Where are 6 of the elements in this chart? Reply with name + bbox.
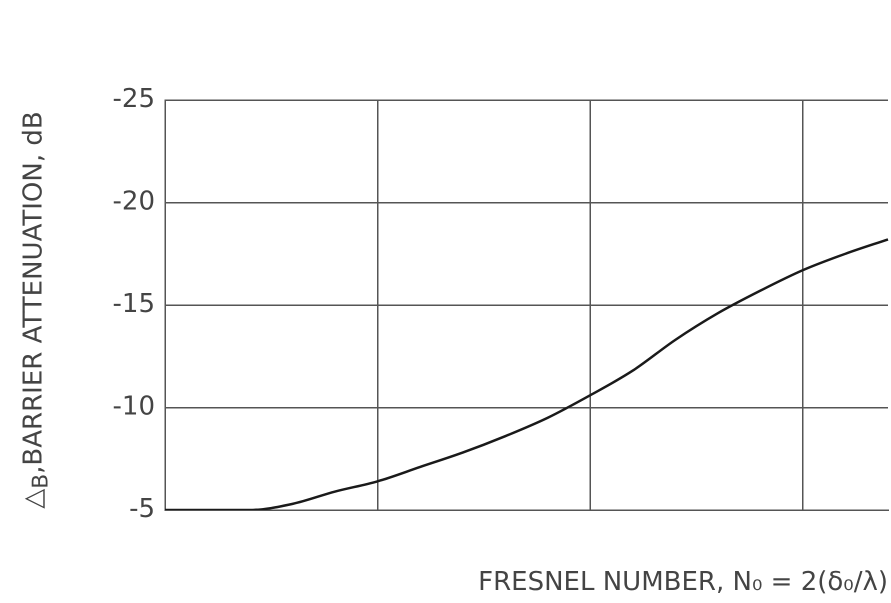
y-tick-label: -10: [112, 391, 155, 422]
y-tick-label: -5: [129, 494, 155, 524]
y-tick-label: -15: [112, 288, 155, 319]
y-tick-label: -25: [112, 84, 155, 114]
x-axis-title: FRESNEL NUMBER, N₀ = 2(δ₀/λ): [478, 567, 888, 598]
y-tick-label: -20: [112, 186, 155, 216]
